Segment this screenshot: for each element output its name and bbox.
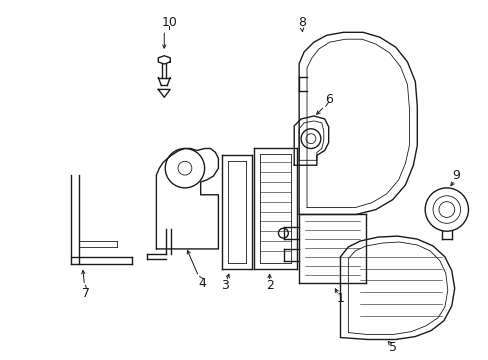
Text: 10: 10 xyxy=(161,16,177,29)
Text: 8: 8 xyxy=(298,16,305,29)
Text: 4: 4 xyxy=(198,277,206,290)
Text: 9: 9 xyxy=(452,168,460,181)
Text: 2: 2 xyxy=(265,279,273,292)
Text: 5: 5 xyxy=(388,341,396,354)
Text: 3: 3 xyxy=(221,279,229,292)
Text: 1: 1 xyxy=(336,292,344,305)
Text: 7: 7 xyxy=(82,287,90,300)
Text: 6: 6 xyxy=(324,93,332,106)
